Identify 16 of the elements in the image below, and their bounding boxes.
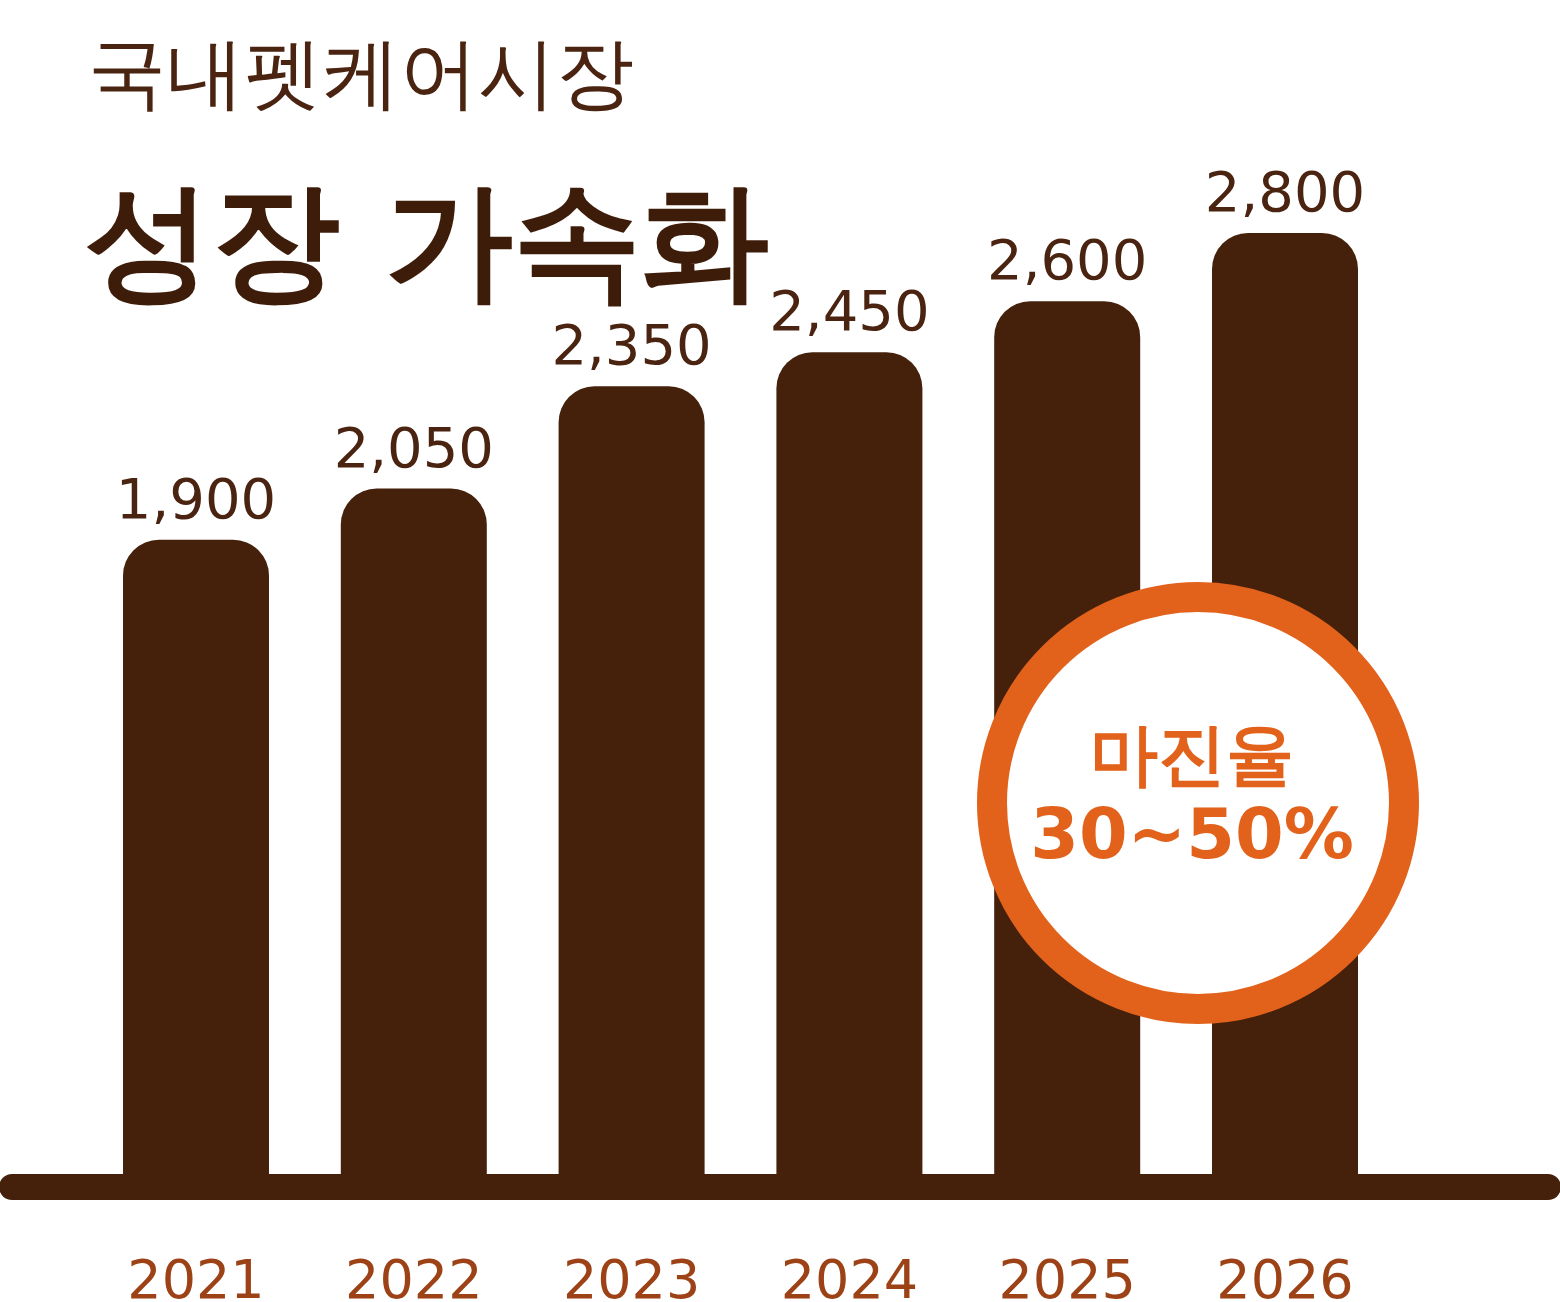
x-tick-label: 2023 [562,1248,701,1302]
x-tick-label: 2025 [998,1248,1136,1302]
data-label: 2,600 [987,227,1148,293]
x-tick-label: 2026 [1216,1248,1354,1302]
subtitle: 성장 가속화 [84,166,769,315]
x-tick-label: 2021 [127,1248,265,1302]
x-tick-label: 2022 [345,1248,483,1302]
data-label: 2,450 [769,278,930,344]
title: 국내펫케어시장 [88,28,634,118]
annotation: 30~50% [1030,793,1354,875]
data-label: 1,900 [115,465,277,531]
x-tick-label: 2024 [780,1248,919,1302]
annotation: 마진율 [1090,715,1294,794]
data-label: 2,350 [551,312,712,378]
data-label: 2,800 [1204,159,1366,224]
data-label: 2,050 [333,414,494,480]
